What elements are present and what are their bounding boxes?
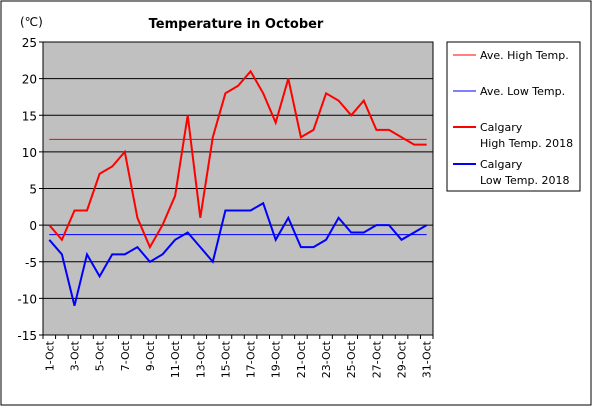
x-axis: 1-Oct 3-Oct 5-Oct 7-Oct 9-Oct 11-Oct 13-Oct 15-… <box>42 335 434 378</box>
x-tick-label: 13-Oct <box>194 340 207 378</box>
y-tick-label: 20 <box>22 73 37 87</box>
legend: Ave. High Temp. Ave. Low Temp. Calgary High… <box>446 41 581 192</box>
x-tick-label: 7-Oct <box>119 340 132 371</box>
series-lines <box>48 69 428 306</box>
x-tick-label: 1-Oct <box>43 340 56 371</box>
x-tick-label: 29-Oct <box>396 340 409 378</box>
x-tick-label: 11-Oct <box>169 340 182 378</box>
legend-label: Calgary <box>480 158 523 171</box>
x-tick-label: 15-Oct <box>219 340 232 378</box>
plot-area: 25 20 15 10 5 0 -5 -10 -15 1-Oct 3-Oct 5-Oct 7-Oct 9… <box>17 36 433 378</box>
x-tick-label: 19-Oct <box>270 340 283 378</box>
y-tick-label: -15 <box>17 329 37 343</box>
series-line <box>48 69 427 250</box>
x-tick-label: 5-Oct <box>94 340 107 371</box>
y-tick-label: 25 <box>22 36 37 50</box>
y-tick-label: -10 <box>17 292 37 306</box>
y-tick-label: -5 <box>25 256 37 270</box>
y-tick-label: 0 <box>29 219 37 233</box>
x-tick-label: 25-Oct <box>345 340 358 378</box>
legend-label: Low Temp. 2018 <box>480 174 569 187</box>
chart-title: Temperature in October <box>149 17 324 32</box>
x-tick-label: 23-Oct <box>320 340 333 378</box>
legend-label: High Temp. 2018 <box>480 137 573 150</box>
y-tick-label: 10 <box>22 146 37 160</box>
x-tick-label: 17-Oct <box>245 340 258 378</box>
legend-label: Calgary <box>480 121 523 134</box>
y-tick-label: 5 <box>29 183 37 197</box>
unit-label: (℃) <box>20 15 43 29</box>
series-line <box>48 201 428 306</box>
x-tick-label: 31-Oct <box>421 340 434 378</box>
legend-label: Ave. Low Temp. <box>480 85 565 98</box>
x-tick-label: 9-Oct <box>144 340 157 371</box>
legend-box <box>446 41 581 192</box>
y-tick-label: 15 <box>22 109 37 123</box>
legend-label: Ave. High Temp. <box>480 49 569 62</box>
x-tick-label: 21-Oct <box>295 340 308 378</box>
x-tick-label: 3-Oct <box>68 340 81 371</box>
legend-items: Ave. High Temp. Ave. Low Temp. Calgary High… <box>453 49 573 187</box>
reference-lines <box>49 138 427 236</box>
x-tick-label: 27-Oct <box>370 340 383 378</box>
y-axis: 25 20 15 10 5 0 -5 -10 -15 <box>17 36 43 343</box>
